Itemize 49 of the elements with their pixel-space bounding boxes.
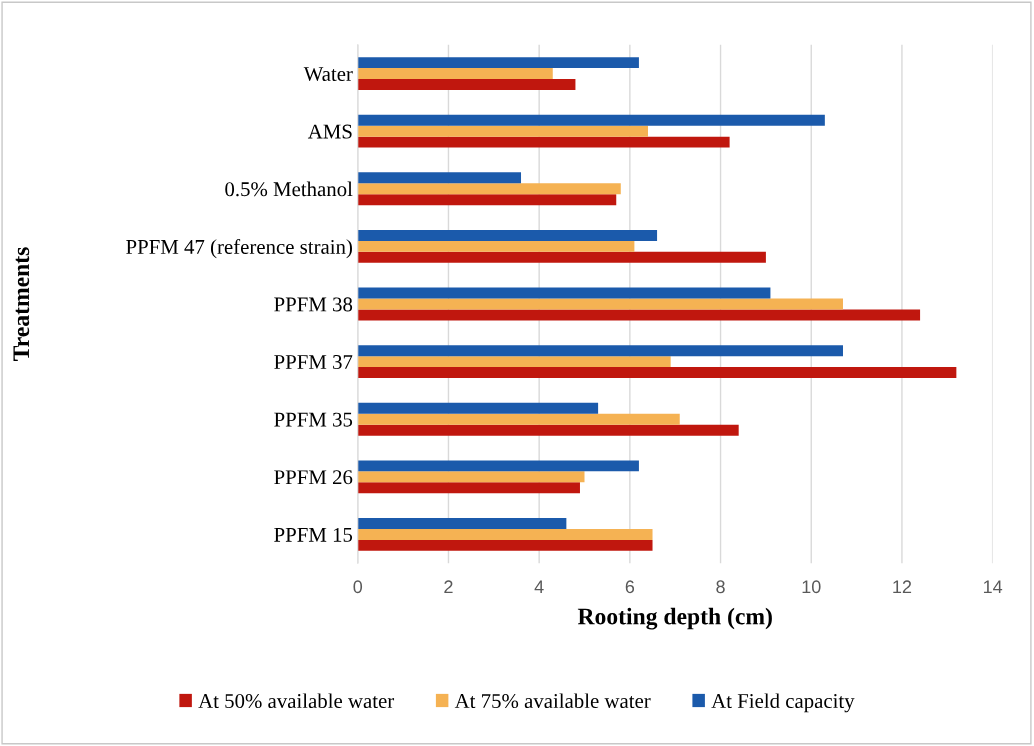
- x-tick-label: 0: [353, 580, 363, 594]
- y-tick-label: PPFM 47 (reference strain): [126, 239, 352, 259]
- bar: [357, 298, 843, 310]
- bar: [357, 345, 843, 357]
- x-tick-label: 12: [893, 580, 912, 593]
- y-tick-label: PPFM 15: [274, 527, 353, 542]
- bar: [357, 528, 653, 540]
- bar: [357, 57, 639, 69]
- x-tick-label: 14: [983, 580, 1003, 593]
- legend-label: At Field capacity: [711, 693, 855, 713]
- y-tick-label: Water: [303, 67, 353, 82]
- y-tick-label: PPFM 37: [274, 355, 353, 370]
- bar: [357, 183, 621, 195]
- bar: [357, 136, 730, 148]
- bar: [357, 68, 553, 80]
- bar: [357, 367, 957, 379]
- bar: [357, 240, 635, 252]
- y-axis-title: Treatments: [13, 247, 30, 361]
- bar: [357, 251, 766, 263]
- bar: [357, 194, 617, 206]
- x-tick-label: 6: [625, 580, 635, 594]
- bar: [357, 287, 771, 299]
- y-tick-label: PPFM 26: [274, 470, 353, 485]
- bar: [357, 471, 585, 483]
- bar: [357, 482, 580, 494]
- bar: [357, 309, 921, 321]
- bar: [357, 424, 739, 436]
- y-tick-label: PPFM 35: [274, 412, 353, 427]
- x-tick-label: 8: [716, 580, 725, 594]
- x-tick-label: 10: [802, 580, 821, 594]
- x-tick-label: 4: [534, 580, 544, 593]
- bar: [357, 518, 567, 529]
- legend-label: At 50% available water: [198, 693, 395, 709]
- y-tick-label: 0.5% Methanol: [225, 181, 353, 197]
- y-tick-label: PPFM 38: [274, 297, 353, 312]
- y-tick-label: AMS: [307, 124, 352, 139]
- x-tick-label: 2: [444, 580, 453, 593]
- x-axis-title: Rooting depth (cm): [577, 607, 772, 630]
- bar: [357, 114, 825, 126]
- bar: [357, 229, 658, 241]
- legend-label: At 75% available water: [454, 693, 651, 709]
- bar: [357, 402, 599, 414]
- bar: [357, 79, 576, 90]
- bar: [357, 172, 522, 184]
- bar: [357, 460, 639, 472]
- bar: [357, 356, 671, 368]
- bar: [357, 539, 653, 551]
- bar: [357, 413, 680, 425]
- bar: [357, 125, 648, 137]
